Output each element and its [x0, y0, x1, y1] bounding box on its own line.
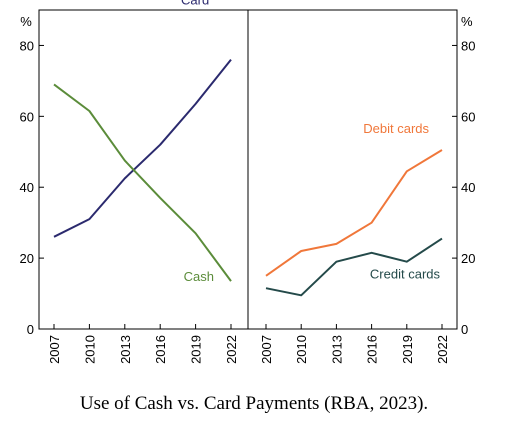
- x-tick-label-right-2019: 2019: [400, 335, 415, 364]
- y-tick-label-left-80: 80: [20, 38, 34, 53]
- x-tick-label-left-2013: 2013: [118, 335, 133, 364]
- x-tick-label-left-2022: 2022: [224, 335, 239, 364]
- x-tick-label-right-2013: 2013: [329, 335, 344, 364]
- y-tick-label-right-60: 60: [461, 109, 475, 124]
- x-tick-label-left-2019: 2019: [189, 335, 204, 364]
- chart-caption: Use of Cash vs. Card Payments (RBA, 2023…: [79, 393, 429, 414]
- x-tick-label-left-2007: 2007: [47, 335, 62, 364]
- series-line-credit-cards: [265, 237, 443, 297]
- y-tick-label-left-0: 0: [27, 322, 34, 337]
- x-tick-label-right-2016: 2016: [365, 335, 380, 364]
- x-tick-label-right-2022: 2022: [435, 335, 450, 364]
- series-line-debit-cards: [265, 149, 443, 277]
- series-line-card: [53, 58, 232, 238]
- unit-label-right: %: [461, 14, 473, 29]
- x-tick-label-right-2007: 2007: [259, 335, 274, 364]
- series-label-cash: Cash: [184, 269, 214, 284]
- y-tick-label-left-60: 60: [20, 109, 34, 124]
- x-tick-label-left-2010: 2010: [82, 335, 97, 364]
- y-tick-label-right-0: 0: [461, 322, 468, 337]
- x-tick-label-left-2016: 2016: [153, 335, 168, 364]
- y-tick-label-right-40: 40: [461, 180, 475, 195]
- y-tick-label-left-20: 20: [20, 251, 34, 266]
- series-line-cash: [53, 83, 232, 282]
- y-tick-label-left-40: 40: [20, 180, 34, 195]
- unit-label-left: %: [20, 14, 32, 29]
- series-label-debit-cards: Debit cards: [363, 121, 429, 136]
- y-tick-label-right-80: 80: [461, 38, 475, 53]
- x-tick-label-right-2010: 2010: [294, 335, 309, 364]
- series-label-card: Card: [181, 0, 209, 8]
- y-tick-label-right-20: 20: [461, 251, 475, 266]
- series-label-credit-cards: Credit cards: [370, 267, 441, 282]
